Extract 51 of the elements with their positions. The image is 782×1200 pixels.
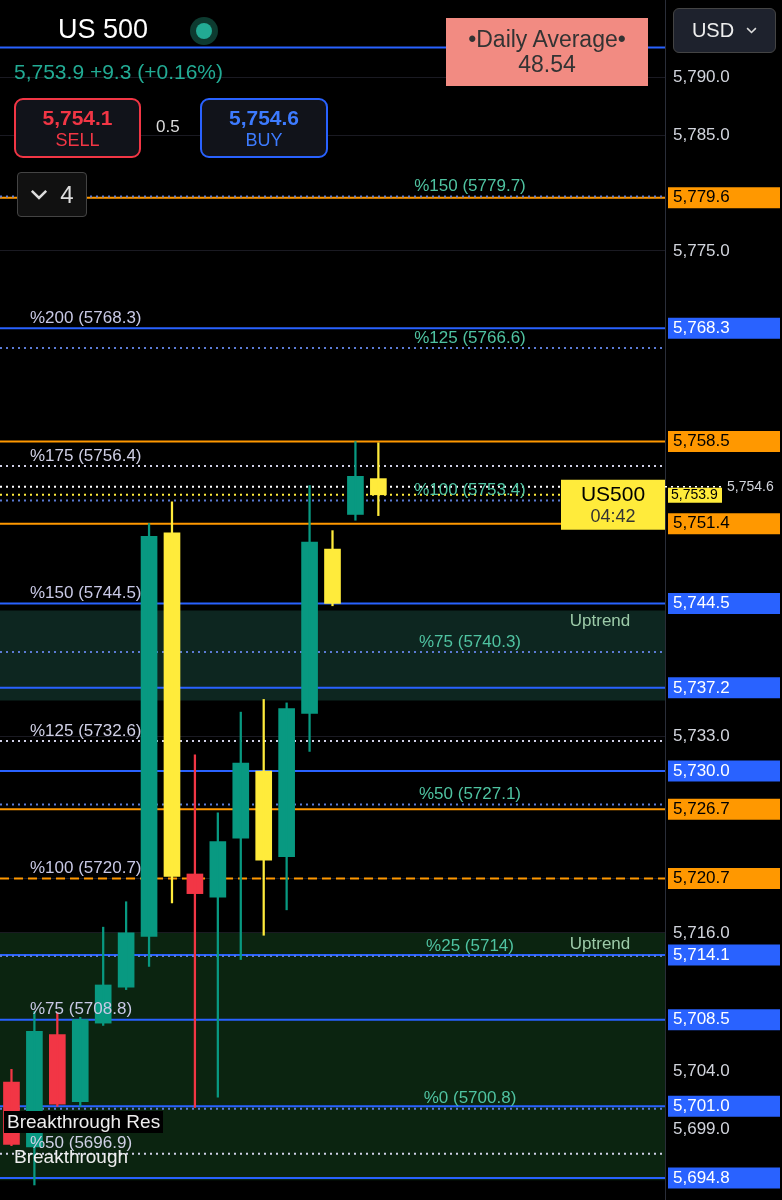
y-tick-label: 5,716.0: [673, 922, 730, 942]
annotation: %75 (5708.8): [30, 999, 133, 1019]
y-tick-label: 5,720.7: [673, 868, 730, 888]
text: US 500: [58, 14, 149, 45]
y-tick-label: 5,790.0: [673, 67, 730, 87]
annotation: SELL: [55, 129, 100, 151]
y-tick-label: 5,726.7: [673, 798, 730, 818]
ref-line-label: %75 (5740.3): [418, 631, 522, 651]
ref-line-label: %125 (5732.6): [30, 720, 142, 740]
ref-line-label: 5,754.6: [727, 477, 774, 494]
annotation: 5,754.1: [42, 105, 113, 130]
y-tick-label: 5,694.8: [673, 1167, 730, 1187]
text: 5,753.9 +9.3 (+0.16%): [14, 60, 223, 84]
ref-line-label: %25 (5714): [426, 935, 514, 955]
annotation: 0.5: [156, 117, 180, 137]
annotation: 48.54: [518, 51, 576, 77]
band-label: Uptrend: [569, 611, 631, 631]
band-label: Uptrend: [569, 933, 631, 953]
ref-line-label: %0 (5700.8): [423, 1088, 517, 1108]
y-tick-label: 5,699.0: [673, 1119, 730, 1139]
y-tick-label: 5,733.0: [673, 726, 730, 746]
annotation: US500: [580, 481, 646, 505]
annotation: •Daily Average•: [467, 26, 627, 52]
ref-line-label: 5,753.9: [671, 485, 718, 502]
annotation: BUY: [245, 129, 283, 151]
y-tick-label: 5,785.0: [673, 124, 730, 144]
y-tick-label: 5,744.5: [673, 593, 730, 613]
ref-line-label: %100 (5753.4): [414, 480, 526, 500]
ref-line-label: %125 (5766.6): [414, 327, 526, 347]
annotation: 04:42: [590, 505, 636, 526]
annotation: %200 (5768.3): [30, 308, 142, 328]
y-tick-label: 5,751.4: [673, 513, 730, 533]
annotation: %150 (5744.5): [30, 583, 142, 603]
ref-line-label: %150 (5779.7): [414, 176, 526, 196]
ref-line-label: %175 (5756.4): [30, 445, 142, 465]
y-tick-label: 5,708.5: [673, 1009, 730, 1029]
annotation: 5,754.6: [228, 105, 300, 130]
y-tick-label: 5,714.1: [673, 944, 730, 964]
ref-line-label: %50 (5727.1): [418, 784, 522, 804]
y-tick-label: 5,704.0: [673, 1061, 730, 1081]
y-tick-label: 5,701.0: [673, 1096, 730, 1116]
text: USD: [691, 19, 735, 42]
y-tick-label: 5,779.6: [673, 187, 730, 207]
annotation: %100 (5720.7): [30, 858, 142, 878]
y-tick-label: 5,775.0: [673, 240, 730, 260]
annotation: 4: [60, 180, 74, 209]
annotation: Breakthrough Res: [4, 1111, 164, 1133]
y-tick-label: 5,758.5: [673, 431, 730, 451]
y-tick-label: 5,737.2: [673, 677, 730, 697]
y-tick-label: 5,730.0: [673, 760, 730, 780]
y-tick-label: 5,768.3: [673, 318, 730, 338]
